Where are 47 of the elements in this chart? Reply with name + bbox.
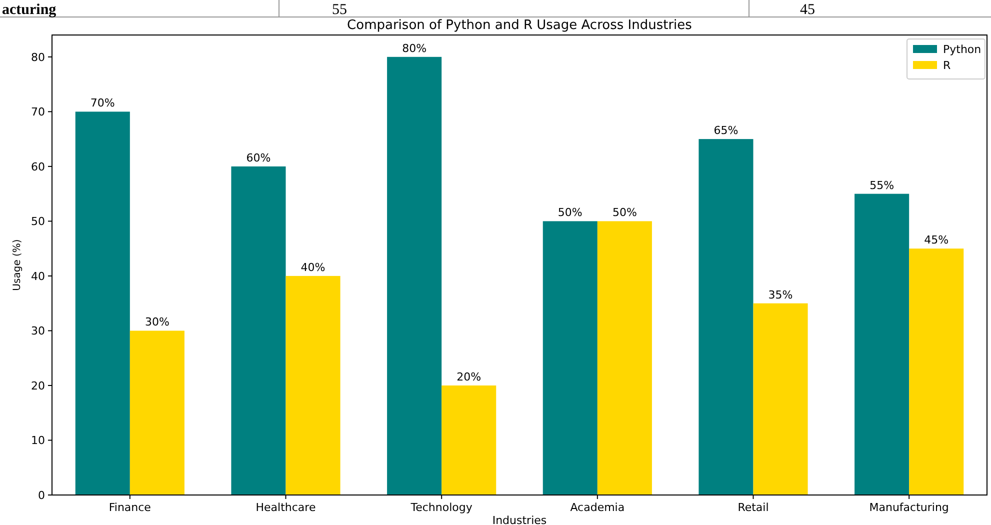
- data-label: 45%: [924, 234, 949, 247]
- data-label: 20%: [456, 370, 482, 384]
- legend-label: R: [943, 58, 951, 72]
- bar: [753, 303, 808, 495]
- y-tick-label: 40: [31, 270, 45, 283]
- data-label: 65%: [714, 124, 738, 138]
- x-tick-label: Manufacturing: [869, 501, 949, 514]
- bar: [75, 112, 130, 495]
- data-label: 40%: [300, 260, 326, 274]
- data-label: 80%: [402, 42, 427, 55]
- y-tick-label: 10: [31, 434, 45, 448]
- text: acturing: [2, 2, 57, 18]
- legend-label: Python: [943, 42, 982, 56]
- y-tick-label: 20: [31, 379, 45, 392]
- bar: [597, 221, 652, 495]
- bar: [286, 276, 340, 495]
- data-label: 50%: [558, 206, 582, 220]
- data-label: 55%: [870, 178, 894, 192]
- x-axis-title: Industries: [492, 514, 547, 525]
- data-label: 35%: [768, 288, 793, 302]
- x-tick-label: Technology: [410, 501, 473, 514]
- data-label: 60%: [246, 151, 271, 164]
- bar: [231, 166, 286, 495]
- bar: [130, 330, 184, 495]
- y-axis-title: Usage (%): [12, 239, 23, 291]
- y-tick-label: 70: [31, 106, 45, 119]
- y-tick-label: 60: [31, 160, 45, 174]
- x-tick-label: Academia: [570, 501, 625, 514]
- bar: [854, 194, 910, 495]
- y-tick-label: 0: [38, 488, 45, 502]
- data-label: 70%: [90, 96, 115, 110]
- bar: [387, 56, 442, 495]
- x-tick-label: Healthcare: [256, 501, 316, 514]
- y-tick-label: 30: [31, 324, 45, 338]
- bar: [909, 248, 964, 495]
- data-label: 30%: [144, 316, 170, 329]
- chart-title: Comparison of Python and R Usage Across Industries: [347, 18, 692, 33]
- bar: [698, 139, 754, 495]
- y-tick-label: 80: [31, 50, 45, 64]
- x-tick-label: Retail: [738, 501, 769, 514]
- text: 45: [800, 2, 815, 18]
- bar: [542, 221, 598, 495]
- x-tick-label: Finance: [108, 501, 152, 514]
- text: 55: [332, 2, 347, 18]
- y-tick-label: 50: [31, 215, 45, 228]
- data-label: 50%: [612, 206, 637, 220]
- bar: [442, 385, 496, 495]
